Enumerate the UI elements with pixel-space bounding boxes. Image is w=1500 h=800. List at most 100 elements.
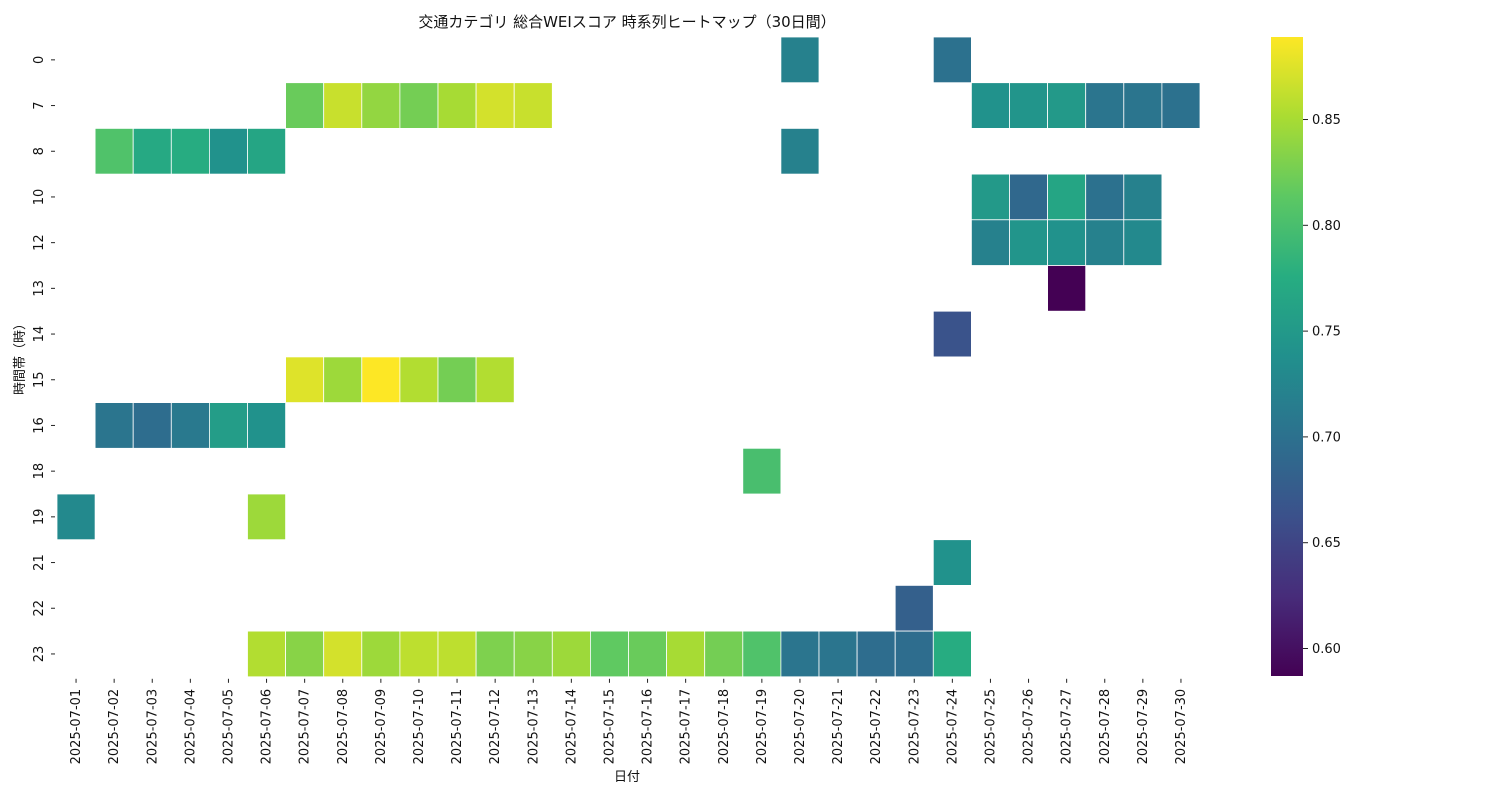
heatmap-cell [170, 402, 210, 449]
x-tick-label: 2025-07-20 [793, 689, 808, 765]
heatmap-cell [399, 82, 439, 129]
heatmap-cell [361, 356, 401, 403]
heatmap-cell [323, 356, 363, 403]
x-tick-label: 2025-07-02 [107, 689, 122, 765]
heatmap-cell [1085, 82, 1125, 129]
heatmap-cell [628, 630, 667, 678]
heatmap-cell [475, 630, 515, 678]
x-axis-label: 日付 [614, 770, 640, 785]
x-tick-label: 2025-07-03 [145, 689, 160, 765]
heatmap-cell [285, 356, 325, 403]
heatmap-cell [323, 630, 363, 678]
y-tick-label: 8 [32, 147, 47, 155]
y-tick-label: 22 [32, 600, 47, 617]
heatmap-cell [780, 36, 820, 84]
heatmap-cell [285, 82, 325, 129]
heatmap-cell [666, 630, 706, 678]
y-tick-label: 14 [32, 326, 47, 343]
x-tick-label: 2025-07-17 [679, 689, 694, 765]
y-tick-label: 23 [32, 646, 47, 663]
colorbar-tick-label: 0.70 [1312, 430, 1341, 445]
heatmap-cell [399, 630, 439, 678]
heatmap-cell [1047, 173, 1087, 221]
heatmap-cell [1009, 82, 1048, 129]
heatmap-cell [704, 630, 744, 678]
heatmap-cell [1047, 265, 1087, 312]
x-tick-label: 2025-07-16 [641, 689, 656, 765]
x-tick-label: 2025-07-11 [450, 689, 465, 765]
y-tick-label: 16 [32, 417, 47, 434]
heatmap-cell [208, 402, 248, 449]
heatmap-cell [742, 630, 782, 678]
heatmap-cell [247, 630, 286, 678]
heatmap-cell [170, 127, 210, 175]
x-tick-label: 2025-07-08 [336, 689, 351, 765]
heatmap-cell [513, 82, 553, 129]
heatmap-cell [475, 356, 515, 403]
heatmap-cell [1047, 219, 1087, 266]
x-tick-label: 2025-07-06 [260, 689, 275, 765]
y-tick-label: 12 [32, 234, 47, 251]
x-tick-label: 2025-07-04 [183, 689, 198, 765]
x-tick-label: 2025-07-29 [1136, 689, 1151, 765]
heatmap-cell [780, 127, 820, 175]
heatmap-cell [1047, 82, 1087, 129]
heatmap-cell [132, 127, 172, 175]
heatmap-cell [971, 173, 1010, 221]
heatmap-cell [856, 630, 896, 678]
heatmap-cell [1085, 219, 1125, 266]
heatmap-cell [399, 356, 439, 403]
x-tick-label: 2025-07-24 [945, 689, 960, 765]
heatmap-cell [323, 82, 363, 129]
heatmap-cell [1123, 173, 1163, 221]
heatmap-cell [513, 630, 553, 678]
heatmap-cell [894, 630, 934, 678]
heatmap-cell [1085, 173, 1125, 221]
x-tick-label: 2025-07-26 [1022, 689, 1037, 765]
colorbar-tick-label: 0.65 [1312, 536, 1341, 551]
heatmap-cell [1123, 82, 1163, 129]
heatmap-cell [551, 630, 591, 678]
y-tick-label: 13 [32, 280, 47, 297]
heatmap-cell [437, 82, 477, 129]
heatmap-cell [1161, 82, 1201, 129]
chart-title: 交通カテゴリ 総合WEIスコア 時系列ヒートマップ（30日間） [418, 13, 835, 31]
x-tick-label: 2025-07-23 [907, 689, 922, 765]
heatmap-cell [971, 219, 1010, 266]
colorbar-tick-label: 0.85 [1312, 113, 1341, 128]
colorbar-ticks: 0.60 0.65 0.70 0.75 0.80 0.85 [1303, 113, 1341, 657]
heatmap-cell [208, 127, 248, 175]
heatmap-cell [894, 585, 934, 632]
x-tick-label: 2025-07-22 [869, 689, 884, 765]
heatmap-cell [94, 127, 134, 175]
heatmap-cell [932, 310, 972, 358]
heatmap-cell [475, 82, 515, 129]
x-tick-label: 2025-07-28 [1098, 689, 1113, 765]
x-tick-label: 2025-07-10 [412, 689, 427, 765]
heatmap-cell [285, 630, 325, 678]
heatmap-cell [932, 539, 972, 586]
x-tick-label: 2025-07-09 [374, 689, 389, 765]
x-tick-label: 2025-07-27 [1060, 689, 1075, 765]
heatmap-cell [247, 493, 286, 541]
heatmap-cell [590, 630, 629, 678]
heatmap-cell [818, 630, 858, 678]
x-tick-label: 2025-07-07 [298, 689, 313, 765]
y-tick-label: 21 [32, 554, 47, 571]
y-tick-label: 19 [32, 509, 47, 526]
heatmap-cell [437, 356, 477, 403]
x-tick-label: 2025-07-05 [221, 689, 236, 765]
heatmap-cell [247, 402, 286, 449]
y-tick-label: 7 [32, 101, 47, 109]
x-tick-label: 2025-07-13 [526, 689, 541, 765]
y-tick-label: 15 [32, 371, 47, 388]
y-tick-label: 18 [32, 463, 47, 480]
heatmap-cell [1009, 219, 1048, 266]
y-axis-label: 時間帯（時） [13, 317, 28, 395]
heatmap-cell [56, 493, 96, 541]
x-tick-label: 2025-07-25 [983, 689, 998, 765]
colorbar-tick-label: 0.80 [1312, 219, 1341, 234]
y-axis: 0 7 8 10 12 13 14 15 16 18 19 21 22 23 [32, 56, 55, 663]
x-tick-label: 2025-07-14 [564, 689, 579, 765]
